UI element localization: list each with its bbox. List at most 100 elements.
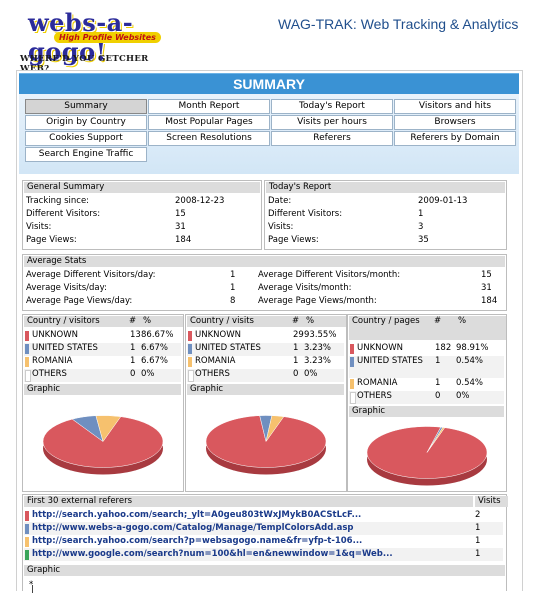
- referers-axis-line: [32, 585, 33, 593]
- referer-visits: 2: [475, 510, 481, 520]
- avg-label: Average Visits/day:: [26, 283, 107, 293]
- country-percent: 3.23%: [304, 356, 332, 366]
- row-background: [24, 343, 181, 356]
- nav-button-most-popular-pages[interactable]: Most Popular Pages: [148, 115, 270, 130]
- country-count: 0: [130, 369, 136, 379]
- gs-label: Visits:: [26, 222, 52, 232]
- country-name: ROMANIA: [32, 356, 73, 366]
- nav-button-referers-by-domain[interactable]: Referers by Domain: [394, 131, 516, 146]
- legend-swatch: [188, 344, 192, 354]
- todays-report-panel: Today's Report Date: 2009-01-13 Differen…: [264, 180, 507, 250]
- general-summary-title: General Summary: [24, 182, 260, 193]
- country-name: ROMANIA: [357, 378, 398, 388]
- country-percent: 0%: [141, 369, 155, 379]
- site-logo[interactable]: webs-a-gogo! High Profile Websites WHERE…: [18, 6, 178, 74]
- country-percent: 0%: [304, 369, 318, 379]
- country-name: UNKNOWN: [195, 330, 241, 340]
- nav-button-visits-per-hours[interactable]: Visits per hours: [271, 115, 393, 130]
- country-percent: 98.91%: [456, 343, 489, 353]
- count-col-header: #: [290, 316, 304, 327]
- referer-visits: 1: [475, 549, 481, 559]
- referer-link[interactable]: http://search.yahoo.com/search?p=websago…: [32, 536, 363, 546]
- legend-swatch: [188, 370, 194, 382]
- nav-button-visitors-and-hits[interactable]: Visitors and hits: [394, 99, 516, 114]
- legend-swatch: [25, 357, 29, 367]
- country-count: 0: [435, 391, 441, 401]
- percent-col-header: %: [456, 316, 506, 340]
- country-count: 1: [293, 356, 299, 366]
- average-stats-title: Average Stats: [24, 256, 505, 267]
- referers-panel: First 30 external referers Visits Graphi…: [22, 494, 508, 593]
- gs-value: 31: [175, 222, 186, 232]
- avg-label: Average Different Visitors/month:: [258, 270, 401, 280]
- country-table-1: Country / visits #% UNKNOWN 29 93.55% UNITED …: [185, 314, 347, 492]
- pie-slice-unknown: [42, 416, 164, 468]
- referers-title: First 30 external referers: [24, 496, 473, 507]
- percent-col-header: %: [304, 316, 346, 327]
- tr-value: 3: [418, 222, 424, 232]
- nav-button-cookies-support[interactable]: Cookies Support: [25, 131, 147, 146]
- country-col-header: Country / pages: [349, 316, 432, 340]
- count-col-header: #: [432, 316, 456, 340]
- country-name: UNKNOWN: [357, 343, 403, 353]
- country-name: UNITED STATES: [195, 343, 261, 353]
- legend-swatch: [350, 357, 354, 367]
- graphic-label: Graphic: [24, 384, 181, 395]
- logo-badge: High Profile Websites: [54, 32, 161, 43]
- nav-button-summary[interactable]: Summary: [25, 99, 147, 114]
- legend-swatch: [188, 357, 192, 367]
- count-col-header: #: [127, 316, 141, 327]
- nav-button-search-engine-traffic[interactable]: Search Engine Traffic: [25, 147, 147, 162]
- referer-link[interactable]: http://www.webs-a-gogo.com/Catalog/Manag…: [32, 523, 354, 533]
- nav-button-browsers[interactable]: Browsers: [394, 115, 516, 130]
- country-count: 182: [435, 343, 452, 353]
- pie-chart: [42, 415, 164, 475]
- pie-slice-romania: [426, 427, 446, 453]
- country-name: OTHERS: [357, 391, 392, 401]
- legend-swatch: [350, 379, 354, 389]
- referer-visits: 1: [475, 523, 481, 533]
- gs-label: Different Visitors:: [26, 209, 101, 219]
- pie-chart: [205, 415, 327, 475]
- gs-label: Page Views:: [26, 235, 77, 245]
- tr-value: 2009-01-13: [418, 196, 468, 206]
- referer-link[interactable]: http://www.google.com/search?num=100&hl=…: [32, 549, 393, 559]
- legend-swatch: [350, 392, 356, 404]
- legend-swatch: [25, 331, 29, 341]
- nav-button-origin-by-country[interactable]: Origin by Country: [25, 115, 147, 130]
- gs-value: 15: [175, 209, 186, 219]
- report-nav: Summary Month Report Today's Report Visitor…: [19, 94, 519, 174]
- country-name: ROMANIA: [195, 356, 236, 366]
- country-percent: 0.54%: [456, 378, 484, 388]
- country-percent: 0%: [456, 391, 470, 401]
- legend-swatch: [188, 331, 192, 341]
- referer-visits: 1: [475, 536, 481, 546]
- nav-button-referers[interactable]: Referers: [271, 131, 393, 146]
- row-background: [187, 369, 344, 382]
- row-background: [24, 548, 503, 561]
- country-name: OTHERS: [195, 369, 230, 379]
- country-count: 1: [435, 356, 441, 366]
- referer-link[interactable]: http://search.yahoo.com/search;_ylt=A0ge…: [32, 510, 362, 520]
- avg-value: 1: [230, 270, 236, 280]
- nav-button-month-report[interactable]: Month Report: [148, 99, 270, 114]
- avg-value: 1: [230, 283, 236, 293]
- country-percent: 6.67%: [141, 356, 169, 366]
- avg-value: 8: [230, 296, 236, 306]
- country-count: 0: [293, 369, 299, 379]
- nav-button-today-s-report[interactable]: Today's Report: [271, 99, 393, 114]
- country-col-header: Country / visits: [187, 316, 290, 327]
- country-count: 1: [130, 343, 136, 353]
- todays-report-title: Today's Report: [266, 182, 505, 193]
- tr-label: Date:: [268, 196, 292, 206]
- country-percent: 0.54%: [456, 356, 484, 366]
- legend-swatch: [25, 344, 29, 354]
- legend-swatch: [25, 370, 31, 382]
- gs-value: 2008-12-23: [175, 196, 225, 206]
- nav-button-screen-resolutions[interactable]: Screen Resolutions: [148, 131, 270, 146]
- country-count: 13: [130, 330, 141, 340]
- average-stats-panel: Average Stats Average Different Visitors…: [22, 254, 507, 311]
- avg-value: 31: [481, 283, 492, 293]
- country-name: UNITED STATES: [357, 356, 423, 366]
- gs-label: Tracking since:: [26, 196, 90, 206]
